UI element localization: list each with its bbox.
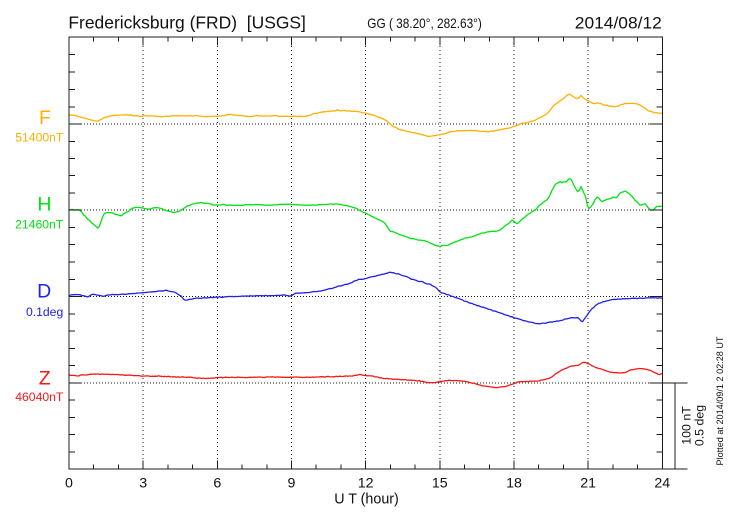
svg-text:3: 3 <box>139 476 147 492</box>
svg-text:15: 15 <box>432 476 448 492</box>
svg-text:F: F <box>39 107 51 129</box>
svg-text:D: D <box>37 280 51 302</box>
svg-text:Z: Z <box>39 367 51 389</box>
svg-text:24: 24 <box>654 476 670 492</box>
svg-text:6: 6 <box>213 476 221 492</box>
svg-text:2014/08/12: 2014/08/12 <box>575 15 662 33</box>
svg-text:0.1deg: 0.1deg <box>26 305 63 319</box>
svg-text:18: 18 <box>506 476 522 492</box>
svg-text:12: 12 <box>358 476 374 492</box>
svg-text:51400nT: 51400nT <box>15 131 64 145</box>
svg-text:Plotted at 2014/09/1 2 02:28 U: Plotted at 2014/09/1 2 02:28 UT <box>715 336 726 465</box>
svg-text:9: 9 <box>288 476 296 492</box>
svg-text:0: 0 <box>65 476 73 492</box>
svg-text:Fredericksburg (FRD) [USGS]: Fredericksburg (FRD) [USGS] <box>68 12 306 32</box>
svg-text:46040nT: 46040nT <box>15 390 64 404</box>
svg-text:H: H <box>37 194 51 216</box>
svg-text:0.5 deg: 0.5 deg <box>693 405 707 446</box>
svg-text:100 nT: 100 nT <box>680 406 694 445</box>
svg-text:U T (hour): U T (hour) <box>334 492 399 508</box>
svg-text:GG ( 38.20°, 282.63°): GG ( 38.20°, 282.63°) <box>367 16 482 31</box>
svg-text:21: 21 <box>580 476 596 492</box>
svg-text:21460nT: 21460nT <box>15 217 64 231</box>
